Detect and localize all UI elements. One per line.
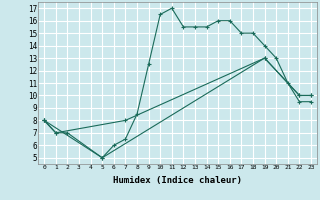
X-axis label: Humidex (Indice chaleur): Humidex (Indice chaleur) <box>113 176 242 185</box>
